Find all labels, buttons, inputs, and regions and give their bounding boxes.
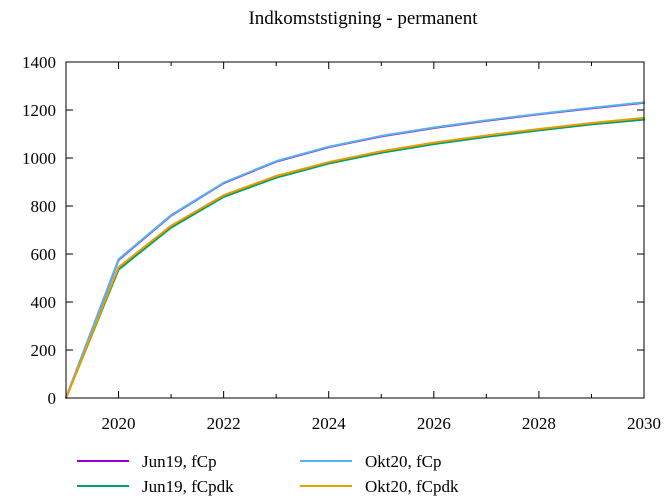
series-line-3 — [65, 116, 645, 399]
y-tick-label: 0 — [48, 389, 57, 408]
y-tick-label: 400 — [31, 293, 57, 312]
y-tick-label: 1000 — [22, 149, 56, 168]
legend-label: Okt20, fCp — [365, 452, 442, 471]
series-line-2 — [65, 118, 645, 399]
legend-label: Jun19, fCp — [142, 452, 217, 471]
series-line-1 — [65, 101, 645, 399]
legend-label: Okt20, fCpdk — [365, 477, 459, 496]
plot-frame — [65, 61, 645, 399]
y-tick-label: 800 — [31, 197, 57, 216]
y-axis: 0 200 400 600 800 1000 1200 1400 — [22, 53, 644, 408]
x-tick-label: 2022 — [207, 414, 241, 433]
series-group — [65, 101, 645, 399]
y-tick-label: 1400 — [22, 53, 56, 72]
x-tick-label: 2026 — [417, 414, 451, 433]
y-tick-label: 1200 — [22, 101, 56, 120]
legend-label: Jun19, fCpdk — [142, 477, 234, 496]
legend: Jun19, fCp Okt20, fCp Jun19, fCpdk Okt20, f… — [77, 452, 459, 496]
y-tick-label: 600 — [31, 245, 57, 264]
x-axis: 2020 2022 2024 2026 2028 2030 — [65, 62, 661, 433]
x-tick-label: 2028 — [522, 414, 556, 433]
x-tick-label: 2030 — [627, 414, 661, 433]
series-line-0 — [65, 101, 645, 399]
chart-title: Indkomststigning - permanent — [248, 8, 478, 29]
y-tick-label: 200 — [31, 341, 57, 360]
x-tick-label: 2024 — [312, 414, 347, 433]
x-tick-label: 2020 — [102, 414, 136, 433]
